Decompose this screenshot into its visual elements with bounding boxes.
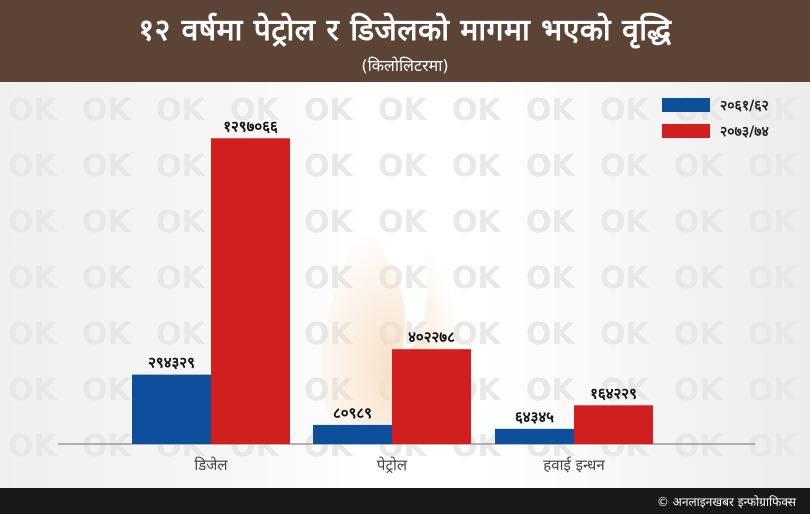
legend-item-series-2: २०७३/७४ (662, 118, 769, 144)
data-label-2-3: १६४२२९ (590, 384, 637, 402)
legend-label-series-2: २०७३/७४ (720, 123, 769, 140)
category-label-1: डिजेल (194, 456, 228, 474)
data-label-2-1: १२९७०६६ (223, 117, 278, 135)
bar-1-1 (132, 374, 211, 444)
category-label-3: हवाई इन्धन (543, 456, 605, 474)
data-label-2-2: ४०२२७८ (408, 328, 455, 346)
bar-2-2 (392, 349, 471, 444)
data-label-1-3: ६४३४५ (515, 408, 554, 426)
category-label-2: पेट्रोल (377, 456, 408, 474)
legend-swatch-series-2 (662, 124, 710, 138)
page-subtitle: (किलोलिटरमा) (361, 56, 449, 75)
bar-2-3 (574, 405, 653, 444)
bar-1-3 (495, 428, 574, 444)
bar-1-2 (313, 424, 392, 444)
footer-credit: © अनलाइनखबर इन्फोग्राफिक्स (656, 495, 796, 509)
header-banner: १२ वर्षमा पेट्रोल र डिजेलको मागमा भएको व… (0, 0, 810, 82)
legend-label-series-1: २०६१/६२ (720, 97, 769, 114)
legend-swatch-series-1 (662, 98, 710, 112)
data-label-1-2: ८०९८९ (333, 404, 372, 422)
footer-bar: © अनलाइनखबर इन्फोग्राफिक्स (0, 488, 810, 514)
bar-chart: २९४३२९ १२९७०६६ डिजेल ८०९८९ ४०२२७८ पेट्रोल ६४३४… (58, 117, 755, 474)
legend-item-series-1: २०६१/६२ (662, 92, 769, 118)
page-title: १२ वर्षमा पेट्रोल र डिजेलको मागमा भएको व… (138, 13, 672, 48)
bar-2-1 (211, 138, 290, 445)
chart-legend: २०६१/६२ २०७३/७४ (662, 92, 769, 144)
data-label-1-1: २९४३२९ (148, 354, 195, 372)
